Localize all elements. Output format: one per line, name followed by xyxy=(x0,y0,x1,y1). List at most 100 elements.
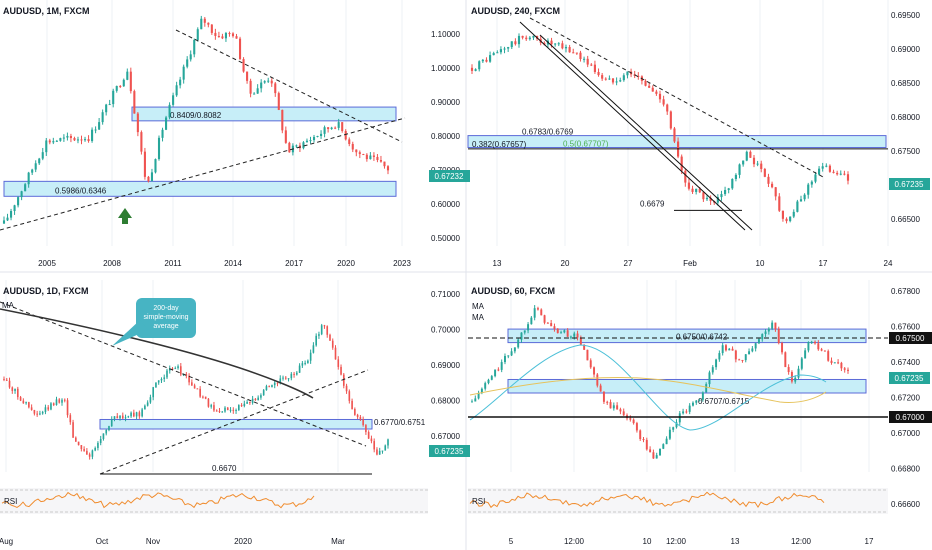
candle-body xyxy=(213,405,215,411)
candle-body xyxy=(832,171,835,173)
candle-body xyxy=(662,444,665,449)
candle-body xyxy=(98,122,101,130)
candle-body xyxy=(789,216,792,222)
candle-body xyxy=(507,47,510,49)
candle-body xyxy=(235,409,237,411)
candle-body xyxy=(837,362,840,364)
candle-body xyxy=(579,337,582,345)
candle-body xyxy=(744,354,747,361)
candle-body xyxy=(129,71,132,92)
candle-body xyxy=(365,154,368,160)
candle-body xyxy=(639,430,642,440)
y-tick-label: 0.50000 xyxy=(431,234,460,243)
candle-body xyxy=(31,169,34,173)
candle-body xyxy=(200,18,203,30)
x-tick-label: Aug xyxy=(0,537,13,546)
candle-body xyxy=(685,411,688,413)
candle-body xyxy=(146,402,149,406)
candle-body xyxy=(260,395,262,398)
candle-body xyxy=(807,184,810,195)
candle-body xyxy=(611,78,615,83)
candle-body xyxy=(14,388,16,391)
x-tick-label: 13 xyxy=(493,259,502,268)
zone-label: 0.6783/0.6769 xyxy=(522,128,574,137)
candle-body xyxy=(846,174,850,181)
y-tick-label: 0.71000 xyxy=(431,290,460,299)
candle-body xyxy=(337,359,340,367)
candle-body xyxy=(356,414,359,418)
moving-average-slow xyxy=(469,376,827,403)
candle-body xyxy=(88,454,91,457)
candle-body xyxy=(69,415,72,423)
candle-body xyxy=(207,398,210,407)
candle-body xyxy=(827,351,830,361)
candle-body xyxy=(668,429,671,439)
supply-demand-zone xyxy=(507,378,867,394)
candle-body xyxy=(602,391,605,402)
y-tick-label: 0.68000 xyxy=(431,397,460,406)
candle-body xyxy=(814,341,816,344)
candle-body xyxy=(728,348,731,351)
rsi-line xyxy=(1,491,315,509)
panel-2: 0.6783/0.6769 0.382(0.67657) 0.5(0.67707) 0… xyxy=(467,0,930,268)
candle-body xyxy=(271,385,273,388)
y-tick-label: 0.69500 xyxy=(891,11,920,20)
candle-body xyxy=(238,38,242,60)
y-tick-label: 0.68000 xyxy=(891,113,920,122)
candle-body xyxy=(55,140,58,142)
candle-body xyxy=(752,157,756,165)
candle-body xyxy=(583,344,586,350)
candle-body xyxy=(66,135,69,138)
candle-body xyxy=(514,41,517,45)
candle-body xyxy=(358,152,361,155)
candle-body xyxy=(105,104,108,113)
candle-body xyxy=(72,422,74,438)
y-tick-label: 0.67800 xyxy=(891,287,920,296)
indicator-label: MA xyxy=(472,302,485,311)
candle-body xyxy=(16,388,19,398)
candle-body xyxy=(778,196,781,211)
candle-body xyxy=(820,349,823,351)
candle-body xyxy=(525,37,528,40)
candle-body xyxy=(695,188,698,192)
candle-body xyxy=(309,140,312,142)
candle-body xyxy=(316,135,319,137)
candle-body xyxy=(80,139,83,141)
candle-body xyxy=(256,88,259,94)
candle-body xyxy=(724,189,727,195)
candle-body xyxy=(34,163,37,170)
candle-body xyxy=(583,58,586,60)
candle-body xyxy=(302,142,305,149)
candle-body xyxy=(474,69,477,71)
candle-body xyxy=(47,407,50,410)
x-tick-label: Feb xyxy=(683,259,697,268)
last-price-label: 0.67232 xyxy=(435,172,464,181)
candle-body xyxy=(619,409,622,412)
candle-body xyxy=(175,85,178,96)
candle-body xyxy=(720,194,723,198)
candle-body xyxy=(224,33,227,39)
candle-body xyxy=(484,383,487,389)
candle-body xyxy=(116,416,119,419)
candle-body xyxy=(327,127,330,130)
candle-body xyxy=(586,58,589,65)
candle-body xyxy=(575,52,578,54)
candle-body xyxy=(556,328,559,334)
candle-body xyxy=(381,450,384,452)
candle-body xyxy=(370,438,373,442)
candle-body xyxy=(166,370,168,378)
candle-body xyxy=(59,138,62,141)
candle-body xyxy=(767,328,770,332)
x-tick-label: 2014 xyxy=(224,259,242,268)
candle-body xyxy=(277,93,280,110)
candle-body xyxy=(281,109,284,131)
zone-label: 0.6707/0.6715 xyxy=(698,397,750,406)
candle-body xyxy=(517,339,520,348)
chart-title: AUDUSD, 1D, FXCM xyxy=(3,286,89,296)
candle-body xyxy=(265,386,268,391)
candle-body xyxy=(30,407,33,410)
candle-body xyxy=(224,407,226,412)
fibonacci-label: 0.5(0.67707) xyxy=(563,139,609,148)
support-label: 0.6670 xyxy=(212,464,237,473)
y-tick-label: 0.80000 xyxy=(431,132,460,141)
